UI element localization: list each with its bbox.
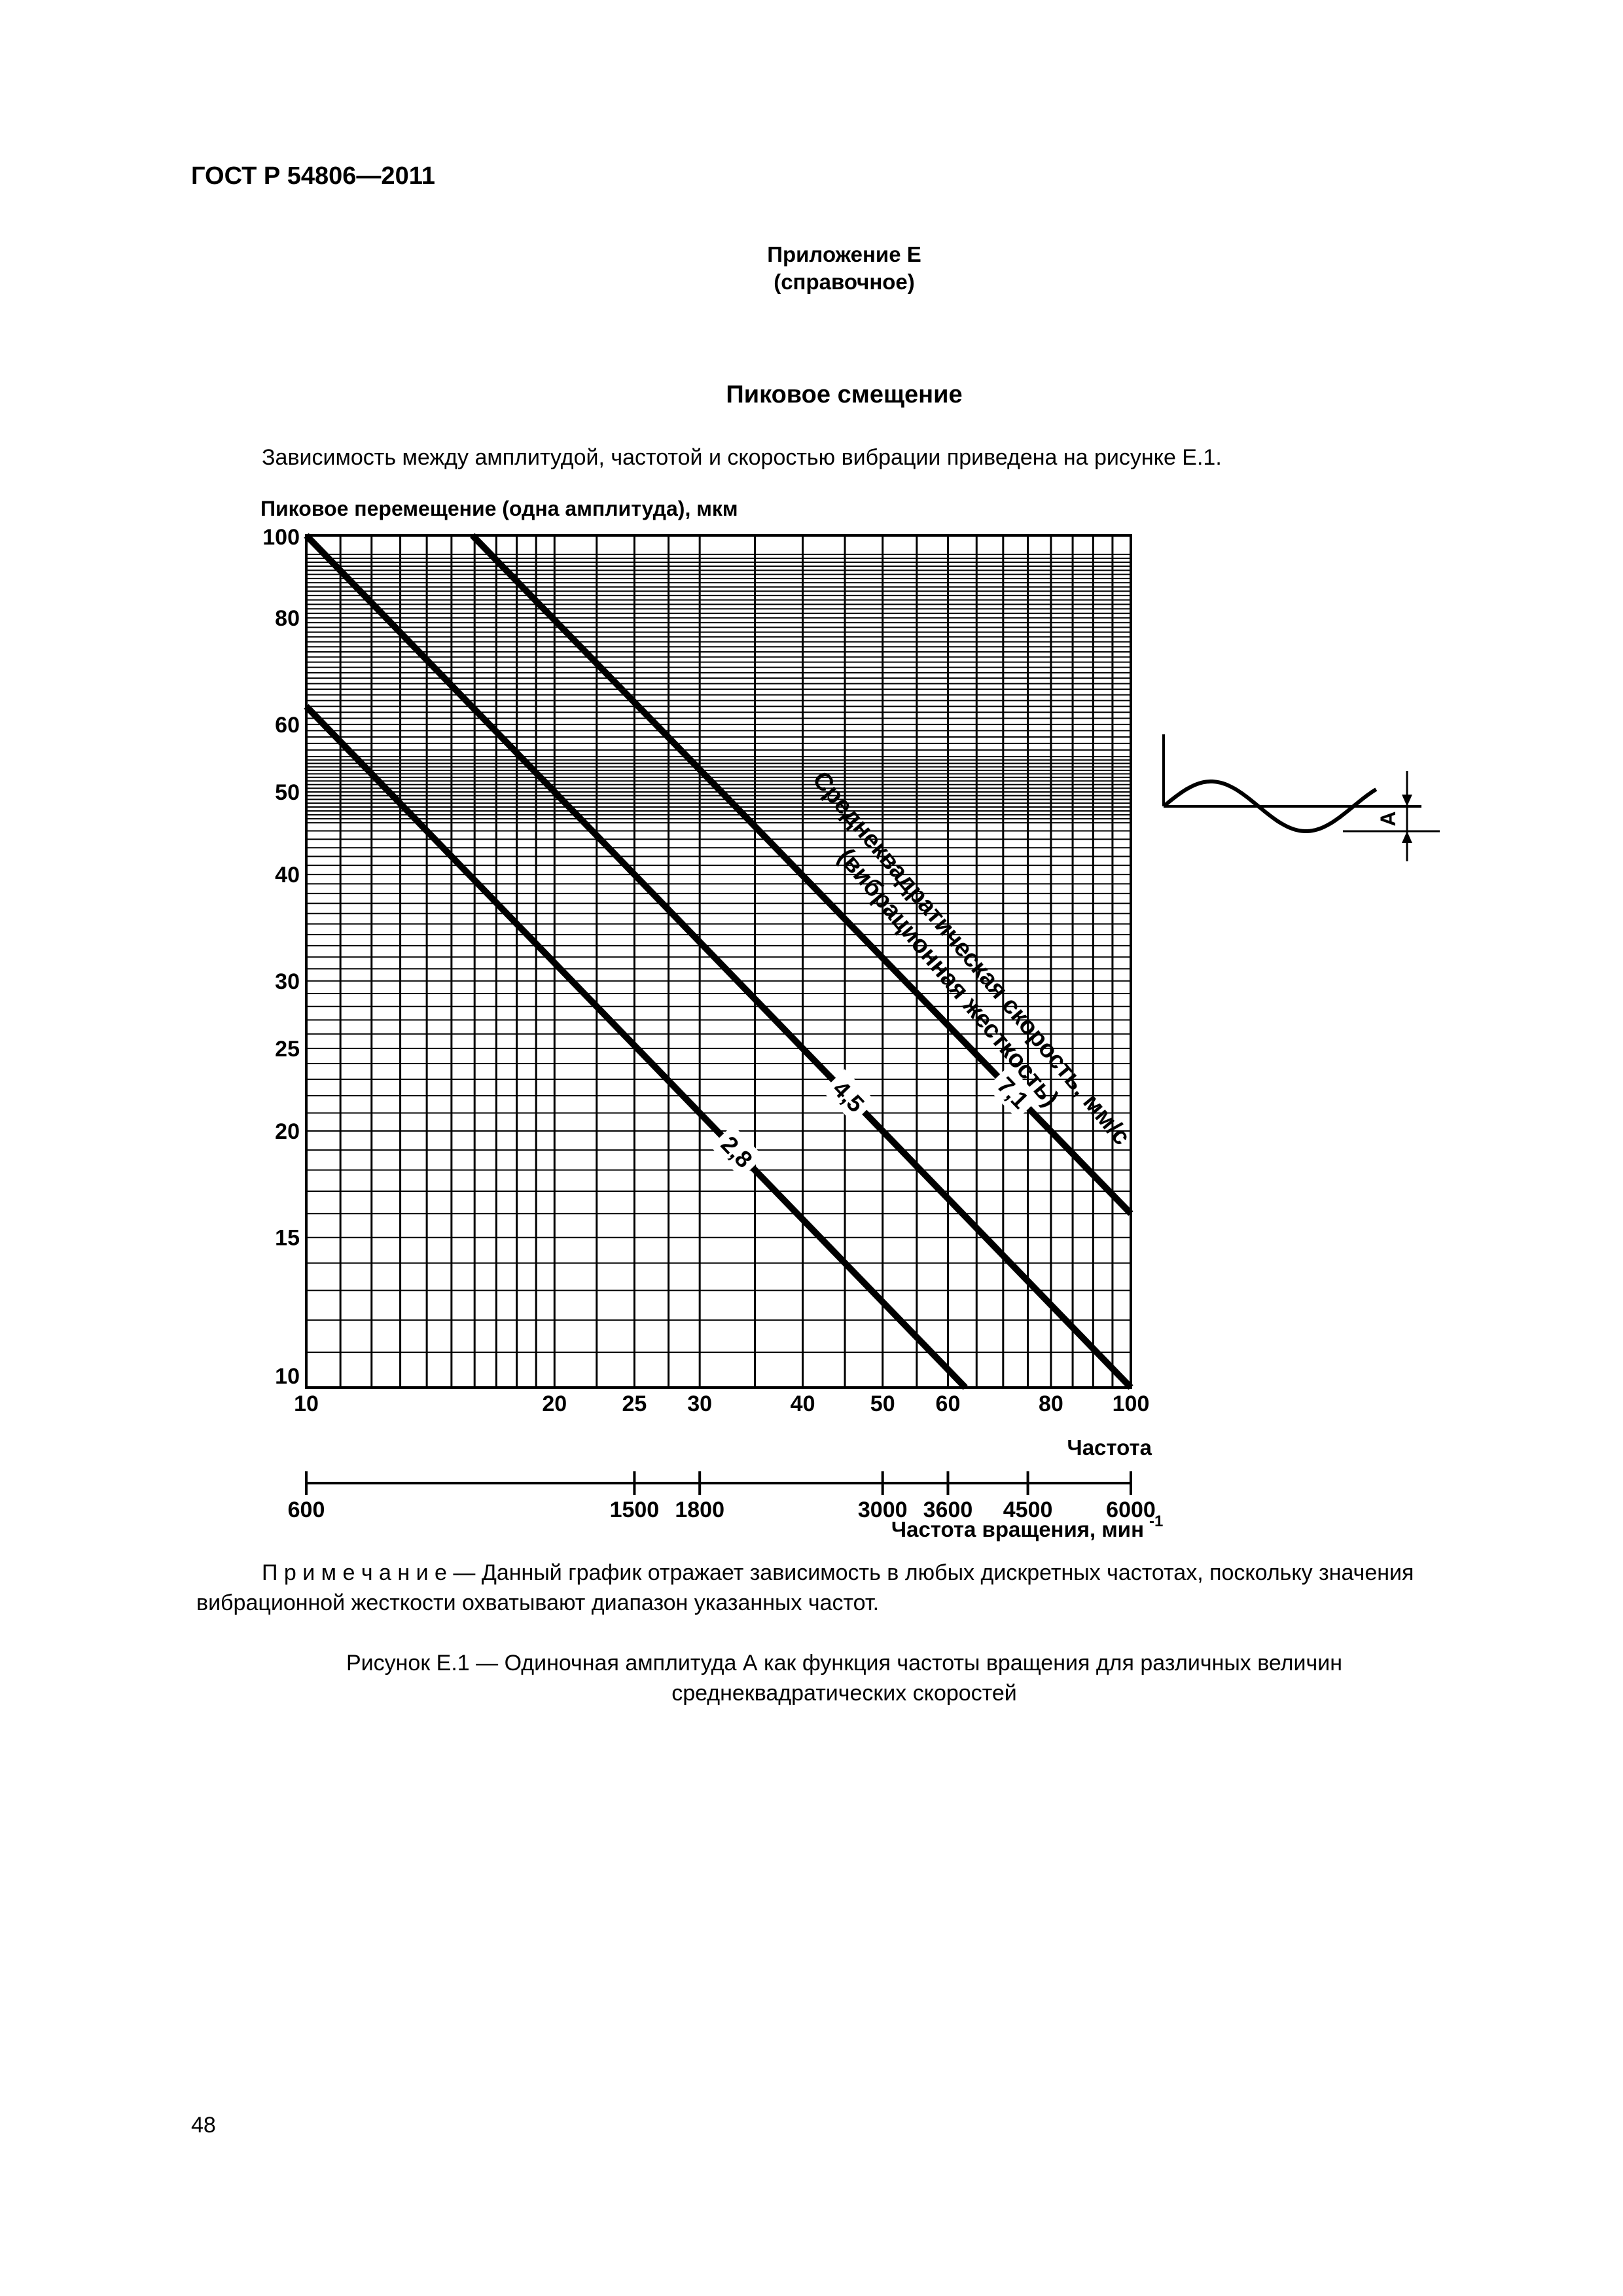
x2-axis-label-sup: -1 — [1149, 1513, 1163, 1530]
x2-axis-label: Частота вращения, мин — [891, 1517, 1144, 1541]
x-tick-label: 100 — [1113, 1391, 1150, 1416]
rpm-tick-label: 6000 — [1106, 1498, 1156, 1522]
chart-frame — [305, 534, 1132, 1389]
inset-sine-wave — [1162, 780, 1378, 834]
inset-amplitude-label: А — [1376, 811, 1400, 826]
inset-arrow-up — [1402, 795, 1412, 806]
note-lead: П р и м е ч а н и е — [262, 1560, 447, 1585]
rpm-tick-label: 3600 — [923, 1498, 973, 1522]
appendix-title: Приложение Е — [767, 242, 921, 266]
rpm-tick-label: 4500 — [1003, 1498, 1053, 1522]
y-tick-label: 100 — [262, 525, 300, 550]
rpm-tick-label: 600 — [288, 1498, 325, 1522]
y-tick-label: 10 — [275, 1364, 300, 1389]
caption-line2: среднеквадратических скоростей — [671, 1681, 1017, 1706]
y-tick-label: 15 — [275, 1226, 300, 1251]
section-title: Пиковое смещение — [726, 381, 963, 408]
document-header: ГОСТ Р 54806—2011 — [191, 162, 435, 190]
y-tick-label: 30 — [275, 969, 300, 994]
x-tick-label: 10 — [294, 1391, 319, 1416]
series-label-bg — [822, 1069, 876, 1123]
figure-caption: Рисунок Е.1 — Одиночная амплитуда А как … — [249, 1648, 1440, 1708]
x-axis-label: Частота — [1067, 1435, 1152, 1460]
x-tick-label: 40 — [791, 1391, 815, 1416]
x-tick-label: 50 — [870, 1391, 895, 1416]
figure-note: П р и м е ч а н и е — Данный график отра… — [196, 1558, 1499, 1618]
y-tick-label: 40 — [275, 863, 300, 888]
y-tick-label: 25 — [275, 1037, 300, 1062]
inset-arrow-down — [1402, 831, 1412, 843]
chart-grid — [306, 535, 1131, 1388]
rpm-tick-label: 3000 — [858, 1498, 908, 1522]
x-tick-label: 20 — [542, 1391, 567, 1416]
y-tick-label: 50 — [275, 780, 300, 805]
note-text: — Данный график отражает зависимость в л… — [196, 1560, 1414, 1615]
caption-line1: Рисунок Е.1 — Одиночная амплитуда А как … — [346, 1651, 1342, 1676]
rpm-tick-label: 1800 — [675, 1498, 724, 1522]
series-label-bg — [986, 1066, 1041, 1120]
y-tick-label: 60 — [275, 713, 300, 738]
x-tick-label: 25 — [622, 1391, 647, 1416]
x-tick-label: 60 — [936, 1391, 961, 1416]
y-axis-label: Пиковое перемещение (одна амплитуда), мк… — [260, 497, 738, 520]
series-label-bg — [710, 1124, 764, 1179]
appendix-subtitle: (справочное) — [774, 270, 915, 294]
page-number: 48 — [191, 2113, 216, 2138]
rpm-tick-label: 1500 — [610, 1498, 660, 1522]
intro-text: Зависимость между амплитудой, частотой и… — [262, 445, 1222, 470]
x-tick-label: 30 — [687, 1391, 712, 1416]
x-tick-label: 80 — [1039, 1391, 1063, 1416]
y-tick-label: 20 — [275, 1119, 300, 1144]
series-line-4,5 — [304, 533, 1133, 1390]
sine-inset: А — [1162, 734, 1440, 861]
y-tick-label: 80 — [275, 606, 300, 631]
series-line-2,8 — [304, 704, 968, 1390]
